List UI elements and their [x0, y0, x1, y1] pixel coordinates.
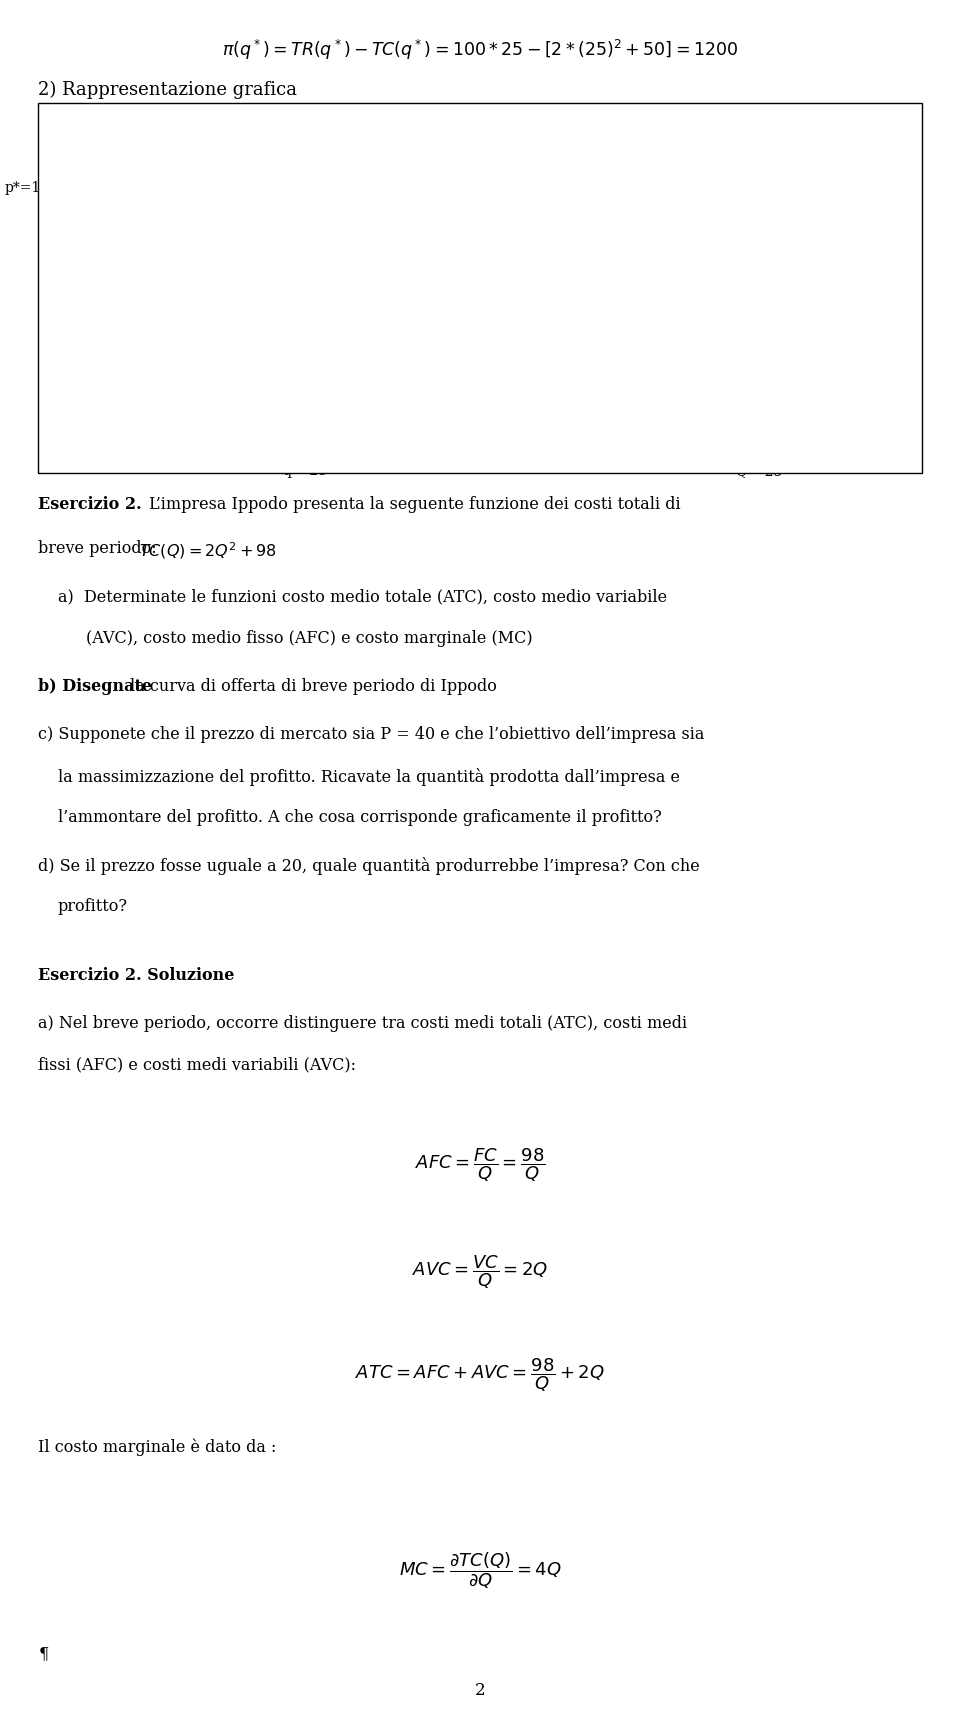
Text: breve periodo:: breve periodo: [38, 540, 162, 558]
Text: p*=100: p*=100 [5, 181, 59, 194]
Text: Esercizio 2. Soluzione: Esercizio 2. Soluzione [38, 967, 235, 984]
Text: q*=25: q*=25 [282, 465, 327, 478]
Text: l’ammontare del profitto. A che cosa corrisponde graficamente il profitto?: l’ammontare del profitto. A che cosa cor… [58, 809, 661, 826]
Text: la curva di offerta di breve periodo di Ippodo: la curva di offerta di breve periodo di … [130, 678, 496, 695]
Text: OFFERTA DELLA: OFFERTA DELLA [118, 177, 210, 188]
Text: c) Supponete che il prezzo di mercato sia P = 40 e che l’obiettivo dell’impresa : c) Supponete che il prezzo di mercato si… [38, 726, 705, 743]
Text: ¶: ¶ [38, 1645, 49, 1662]
Text: a)  Determinate le funzioni costo medio totale (ATC), costo medio variabile: a) Determinate le funzioni costo medio t… [58, 589, 667, 606]
Text: fissi (AFC) e costi medi variabili (AVC):: fissi (AFC) e costi medi variabili (AVC)… [38, 1057, 356, 1074]
Text: SINGOLA IMPRESA: SINGOLA IMPRESA [118, 198, 225, 207]
Text: MC$_{BP}$: MC$_{BP}$ [314, 229, 353, 246]
Text: b) Disegnate: b) Disegnate [38, 678, 158, 695]
Text: 2: 2 [474, 1681, 486, 1699]
Text: p: p [48, 155, 60, 174]
Text: la massimizzazione del profitto. Ricavate la quantità prodotta dall’impresa e: la massimizzazione del profitto. Ricavat… [58, 768, 680, 785]
Text: D: D [557, 138, 570, 155]
Text: a) Nel breve periodo, occorre distinguere tra costi medi totali (ATC), costi med: a) Nel breve periodo, occorre distinguer… [38, 1015, 687, 1033]
Text: Q: Q [890, 456, 905, 475]
Text: $AFC = \dfrac{FC}{Q} = \dfrac{98}{Q}$: $AFC = \dfrac{FC}{Q} = \dfrac{98}{Q}$ [415, 1146, 545, 1184]
Text: Q*=25: Q*=25 [734, 465, 782, 478]
Text: q: q [431, 456, 443, 475]
Text: $AVC = \dfrac{VC}{Q} = 2Q$: $AVC = \dfrac{VC}{Q} = 2Q$ [412, 1253, 548, 1291]
Text: p=1/25Q: p=1/25Q [816, 157, 878, 170]
Text: (AVC), costo medio fisso (AFC) e costo marginale (MC): (AVC), costo medio fisso (AFC) e costo m… [86, 630, 533, 647]
Text: L’impresa Ippodo presenta la seguente funzione dei costi totali di: L’impresa Ippodo presenta la seguente fu… [149, 496, 681, 513]
Text: 2) Rappresentazione grafica: 2) Rappresentazione grafica [38, 81, 298, 100]
Text: CURVA DI: CURVA DI [118, 158, 172, 167]
Text: Esercizio 2.: Esercizio 2. [38, 496, 142, 513]
Text: profitto?: profitto? [58, 898, 128, 916]
Text: $TC(Q)= 2Q^2 + 98$: $TC(Q)= 2Q^2 + 98$ [139, 540, 277, 561]
Text: p: p [489, 155, 500, 174]
Text: $ATC = AFC + AVC = \dfrac{98}{Q} + 2Q$: $ATC = AFC + AVC = \dfrac{98}{Q} + 2Q$ [355, 1356, 605, 1394]
Text: $MC = \dfrac{\partial TC(Q)}{\partial Q} = 4Q$: $MC = \dfrac{\partial TC(Q)}{\partial Q}… [398, 1551, 562, 1592]
Text: $\pi(q^*) = TR(q^*) - TC(q^*) = 100 * 25 - \left[2*(25)^2 + 50\right] = 1200$: $\pi(q^*) = TR(q^*) - TC(q^*) = 100 * 25… [222, 38, 738, 62]
Text: d) Se il prezzo fosse uguale a 20, quale quantità produrrebbe l’impresa? Con che: d) Se il prezzo fosse uguale a 20, quale… [38, 857, 700, 874]
Text: Il costo marginale è dato da :: Il costo marginale è dato da : [38, 1439, 276, 1456]
